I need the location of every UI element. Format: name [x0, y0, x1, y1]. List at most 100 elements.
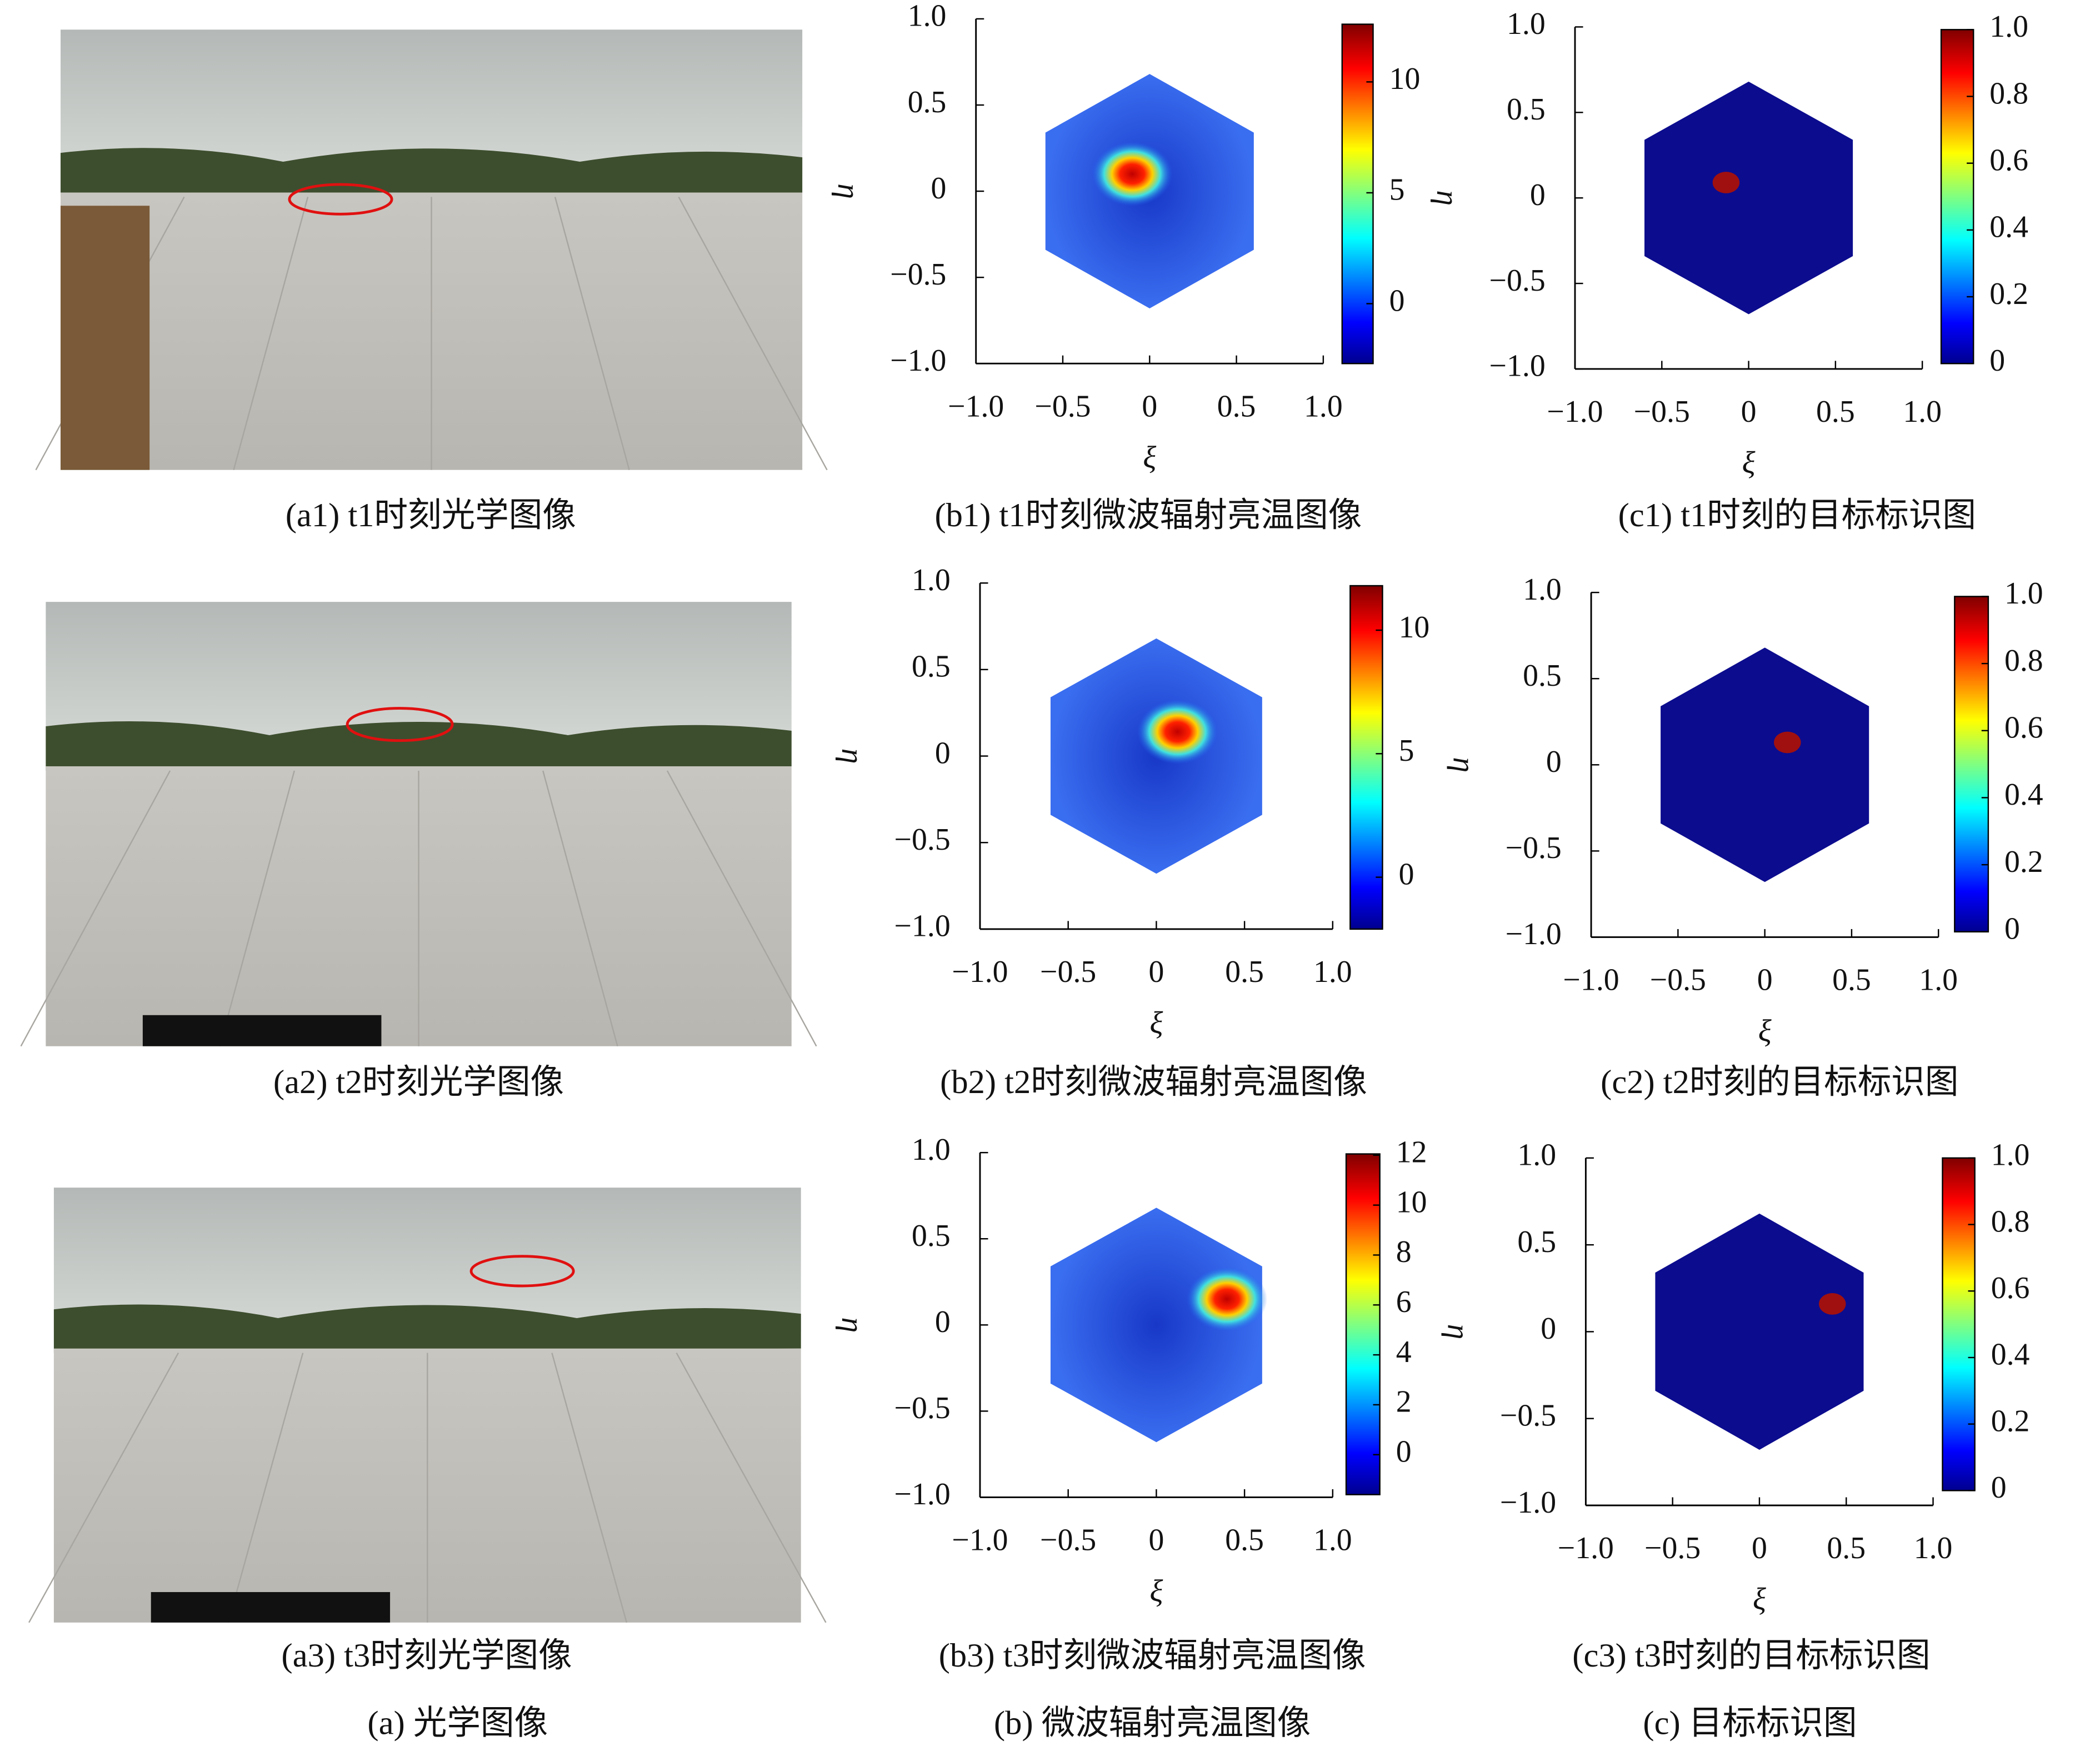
- y-label: η: [1446, 757, 1481, 772]
- colorbar-tick-label: 0: [1396, 1435, 1412, 1469]
- colorbar-tick-label: 0: [2004, 912, 2020, 946]
- hexagon-field: [1661, 647, 1869, 882]
- joint: [28, 1352, 179, 1623]
- x-tick-label: −0.5: [1634, 395, 1690, 429]
- joint: [551, 1353, 628, 1623]
- colorbar-tick-label: 1.0: [1991, 1138, 2030, 1173]
- y-tick-label: −1.0: [1489, 349, 1546, 383]
- colorbar-tick-label: 0: [1399, 857, 1414, 891]
- caption: (c2) t2时刻的目标标识图: [1601, 1064, 1958, 1101]
- y-tick-label: 1.0: [1523, 572, 1562, 607]
- y-label: η: [831, 183, 866, 199]
- x-tick-label: 0.5: [1225, 955, 1264, 989]
- hot-spot: [1186, 1266, 1268, 1331]
- y-tick-label: −0.5: [894, 822, 951, 857]
- y-tick-label: −0.5: [1506, 831, 1562, 865]
- x-tick-label: 1.0: [1313, 955, 1352, 989]
- colorbar-tick-label: 0.6: [1989, 143, 2028, 177]
- colorbar-tick-label: 10: [1389, 62, 1421, 96]
- y-tick-label: 0.5: [1517, 1225, 1556, 1259]
- x-tick-label: −0.5: [1040, 1523, 1096, 1558]
- colorbar-tick-label: 8: [1396, 1235, 1412, 1269]
- y-label: η: [1430, 190, 1464, 206]
- x-tick-label: −1.0: [952, 1523, 1008, 1558]
- colorbar-tick-label: 0.8: [1991, 1204, 2030, 1239]
- y-tick-label: 0: [1546, 745, 1562, 779]
- y-tick-label: 0: [935, 736, 951, 770]
- caption: (b2) t2时刻微波辐射亮温图像: [940, 1064, 1367, 1101]
- joint: [666, 770, 817, 1047]
- y-tick-label: −1.0: [890, 343, 946, 378]
- y-tick-label: 0: [1541, 1311, 1556, 1346]
- y-tick-label: −0.5: [1489, 263, 1546, 298]
- colorbar-tick-label: 0.4: [2004, 777, 2043, 812]
- y-tick-label: 0.5: [908, 85, 947, 119]
- colorbar-tick-label: 0.2: [1989, 277, 2028, 311]
- colorbar-tick-label: 0: [1989, 343, 2005, 378]
- y-label: η: [835, 1317, 869, 1333]
- target-circle: [469, 1255, 575, 1288]
- x-label: ξ: [1143, 440, 1156, 475]
- hills: [46, 721, 792, 771]
- x-tick-label: −0.5: [1650, 963, 1706, 997]
- colorbar-tick-label: 0.8: [2004, 643, 2043, 678]
- colorbar-tick-label: 2: [1396, 1385, 1412, 1419]
- colorbar: [1954, 596, 1989, 932]
- x-tick-label: −1.0: [948, 389, 1004, 423]
- y-tick-label: 1.0: [912, 1133, 951, 1167]
- x-tick-label: 1.0: [1919, 963, 1958, 997]
- joint: [219, 770, 296, 1047]
- joint: [542, 770, 618, 1047]
- target-region: [1712, 172, 1740, 193]
- hills: [53, 1304, 801, 1353]
- hexagon-field: [1655, 1213, 1864, 1450]
- y-tick-label: 0.5: [1507, 92, 1546, 127]
- y-tick-label: −1.0: [1506, 917, 1562, 951]
- y-label: η: [1441, 1324, 1476, 1340]
- x-tick-label: −0.5: [1034, 389, 1091, 423]
- colorbar: [1345, 1153, 1381, 1495]
- hexagon-field: [1050, 1208, 1262, 1443]
- board: [61, 206, 150, 470]
- colorbar-tick-label: 0.2: [2004, 845, 2043, 879]
- colorbar-tick-label: 12: [1396, 1135, 1427, 1170]
- hills: [61, 148, 803, 197]
- y-tick-label: 0: [1530, 178, 1546, 212]
- caption: (c3) t3时刻的目标标识图: [1572, 1637, 1930, 1674]
- caption: (a2) t2时刻光学图像: [273, 1064, 564, 1101]
- y-tick-label: −1.0: [894, 1477, 951, 1511]
- x-tick-label: −1.0: [1563, 963, 1619, 997]
- caption: (b3) t3时刻微波辐射亮温图像: [939, 1637, 1366, 1674]
- screen: [142, 1015, 382, 1046]
- colorbar-tick-label: 0.6: [2004, 711, 2043, 745]
- colorbar-tick-label: 0.6: [1991, 1271, 2030, 1305]
- y-tick-label: 1.0: [912, 563, 951, 597]
- x-label: ξ: [1149, 1006, 1163, 1040]
- x-tick-label: 1.0: [1903, 395, 1942, 429]
- target-region: [1774, 731, 1801, 754]
- colorbar-tick-label: 4: [1396, 1335, 1412, 1369]
- colorbar-tick-label: 6: [1396, 1285, 1412, 1319]
- hot-spot: [1092, 141, 1173, 207]
- joint: [676, 1352, 827, 1623]
- y-tick-label: 0: [935, 1305, 951, 1339]
- y-tick-label: −0.5: [894, 1391, 951, 1425]
- x-label: ξ: [1149, 1574, 1163, 1609]
- colorbar: [1341, 23, 1374, 365]
- colorbar-tick-label: 0.4: [1991, 1338, 2030, 1372]
- x-tick-label: 0: [1752, 1531, 1767, 1565]
- x-tick-label: 0: [1148, 1523, 1164, 1558]
- x-tick-label: −1.0: [1558, 1531, 1614, 1565]
- colorbar-tick-label: 0: [1389, 283, 1405, 318]
- x-tick-label: 0: [1142, 389, 1157, 423]
- x-label: ξ: [1758, 1014, 1772, 1049]
- x-label: ξ: [1742, 446, 1756, 480]
- x-tick-label: 1.0: [1304, 389, 1343, 423]
- y-tick-label: −0.5: [1500, 1399, 1556, 1433]
- y-tick-label: 1.0: [908, 0, 947, 33]
- colorbar-tick-label: 0.4: [1989, 210, 2028, 245]
- x-tick-label: −0.5: [1644, 1531, 1701, 1565]
- optical-image: [35, 29, 828, 471]
- x-tick-label: 0.5: [1832, 963, 1871, 997]
